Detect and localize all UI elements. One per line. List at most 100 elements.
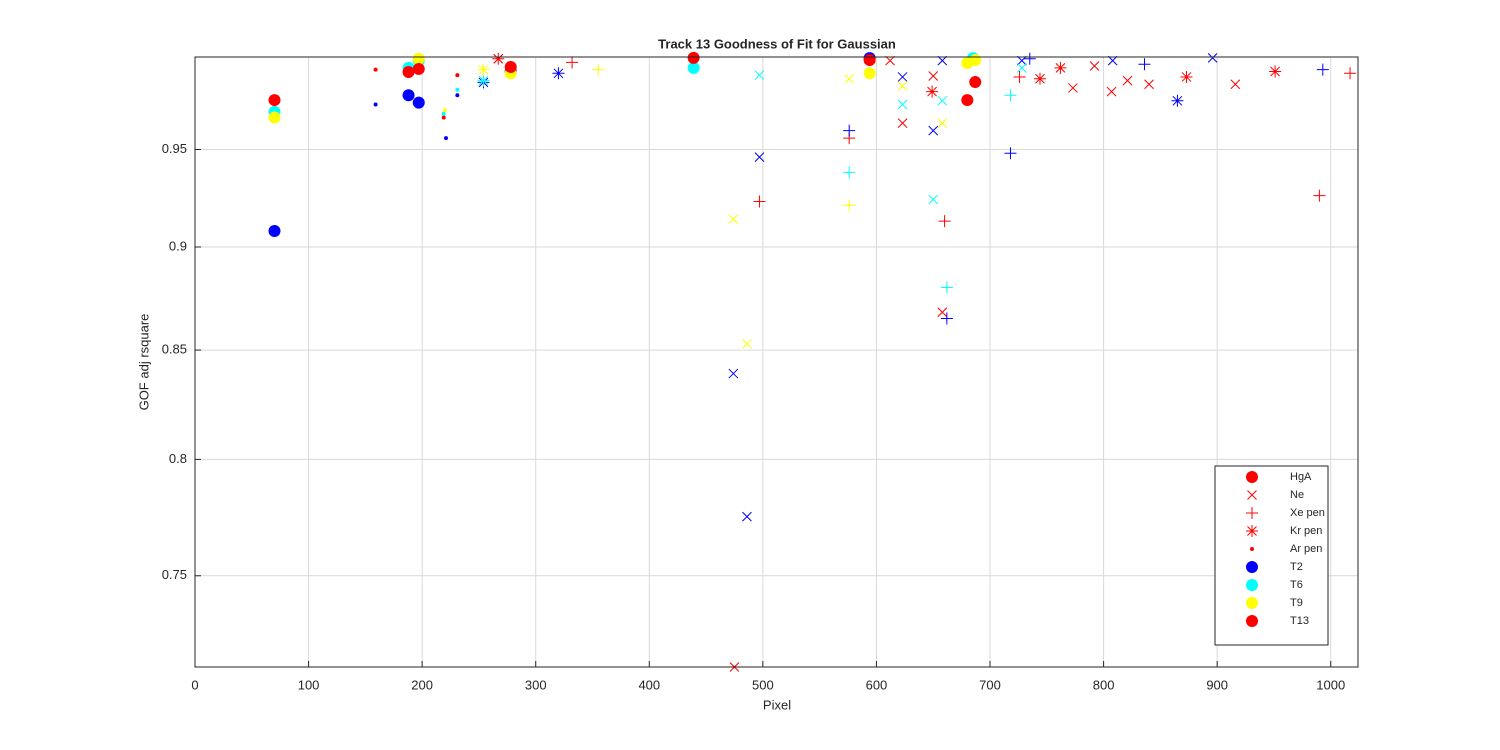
marker-cross <box>928 71 939 81</box>
legend-label: T2 <box>1290 561 1303 573</box>
marker-plus <box>1313 189 1326 202</box>
marker-cross <box>728 368 739 379</box>
marker-cross <box>1106 86 1117 97</box>
marker-circle <box>504 60 517 73</box>
legend-label: T9 <box>1290 597 1303 609</box>
marker-star <box>477 74 490 87</box>
marker-cross <box>1207 53 1218 63</box>
marker-cross <box>1122 75 1133 86</box>
marker-cross <box>1247 490 1257 500</box>
marker-cross <box>754 152 765 162</box>
marker-cross <box>885 55 895 66</box>
marker-plus <box>1004 89 1017 102</box>
x-tick-label: 700 <box>979 677 1001 692</box>
legend-label: Xe pen <box>1290 507 1325 519</box>
marker-star <box>1054 61 1067 74</box>
marker-circle <box>412 52 425 65</box>
marker-dot <box>455 73 460 78</box>
marker-circle <box>402 66 415 79</box>
marker-cross <box>1068 83 1078 93</box>
marker-cross <box>928 194 939 205</box>
marker-plus <box>592 63 605 76</box>
marker-cross <box>1016 62 1027 73</box>
marker-plus <box>1013 70 1026 83</box>
marker-circle <box>268 111 281 124</box>
marker-circle <box>1246 597 1258 609</box>
marker-plus <box>1138 58 1151 71</box>
marker-circle <box>412 62 425 75</box>
x-tick-label: 900 <box>1206 677 1228 692</box>
marker-circle <box>969 76 982 89</box>
y-tick-label: 0.85 <box>162 342 187 357</box>
marker-cross <box>897 72 908 82</box>
marker-circle <box>1246 615 1258 627</box>
x-tick-label: 0 <box>191 677 198 692</box>
marker-circle <box>863 54 876 67</box>
marker-cross <box>754 70 765 80</box>
marker-dot <box>373 67 378 72</box>
marker-cross <box>1089 61 1100 71</box>
x-tick-label: 800 <box>1093 677 1115 692</box>
marker-cross <box>844 73 855 84</box>
marker-dot <box>443 136 448 141</box>
marker-plus <box>1316 63 1329 76</box>
x-tick-label: 200 <box>411 677 433 692</box>
y-tick-label: 0.8 <box>169 451 187 466</box>
legend-label: T13 <box>1290 615 1309 627</box>
marker-plus <box>566 56 579 69</box>
marker-cross <box>742 511 752 522</box>
legend-label: HgA <box>1290 471 1312 483</box>
marker-plus <box>843 166 856 179</box>
marker-circle <box>961 94 974 107</box>
marker-dot <box>441 115 446 120</box>
marker-circle <box>687 51 700 64</box>
marker-circle <box>863 67 876 80</box>
marker-circle <box>1246 561 1258 573</box>
marker-star <box>1171 94 1184 107</box>
plot-area <box>195 57 1358 667</box>
marker-dot <box>441 111 446 116</box>
marker-plus <box>1004 147 1017 160</box>
y-tick-label: 0.75 <box>162 567 187 582</box>
marker-plus <box>843 124 856 137</box>
x-tick-label: 100 <box>298 677 320 692</box>
marker-plus <box>1246 507 1258 519</box>
marker-cross <box>928 125 939 136</box>
marks <box>268 51 1357 672</box>
marker-cross <box>1016 55 1027 66</box>
legend-box <box>1214 465 1329 646</box>
x-tick-label: 300 <box>525 677 547 692</box>
marker-cross <box>897 99 908 110</box>
x-tick-label: 600 <box>866 677 888 692</box>
marker-cross <box>1144 79 1154 90</box>
x-axis-label: Pixel <box>763 697 791 712</box>
marker-circle <box>969 54 982 67</box>
marker-plus <box>843 199 856 212</box>
marker-circle <box>1246 579 1258 591</box>
marker-circle <box>412 96 425 109</box>
marker-plus <box>940 312 953 325</box>
legend-label: Ar pen <box>1290 543 1322 555</box>
marker-cross <box>897 118 908 128</box>
marker-cross <box>728 214 739 225</box>
axes-box <box>194 56 1359 668</box>
x-tick-label: 400 <box>638 677 660 692</box>
marker-cross <box>937 118 948 128</box>
y-tick-label: 0.9 <box>169 238 187 253</box>
legend-label: T6 <box>1290 579 1303 591</box>
marker-plus <box>938 215 951 228</box>
marker-circle <box>402 89 415 102</box>
chart-title: Track 13 Goodness of Fit for Gaussian <box>658 36 896 51</box>
marker-circle <box>268 94 281 107</box>
marker-star <box>1269 65 1282 78</box>
marker-plus <box>1344 67 1357 80</box>
marker-star <box>552 67 565 80</box>
y-axis-label: GOF adj rsquare <box>136 314 151 411</box>
marker-cross <box>897 81 908 91</box>
marker-cross <box>742 338 752 349</box>
marker-dot <box>455 93 460 98</box>
marker-cross <box>937 95 948 106</box>
legend-label: Kr pen <box>1290 525 1322 537</box>
marker-plus <box>753 195 766 208</box>
